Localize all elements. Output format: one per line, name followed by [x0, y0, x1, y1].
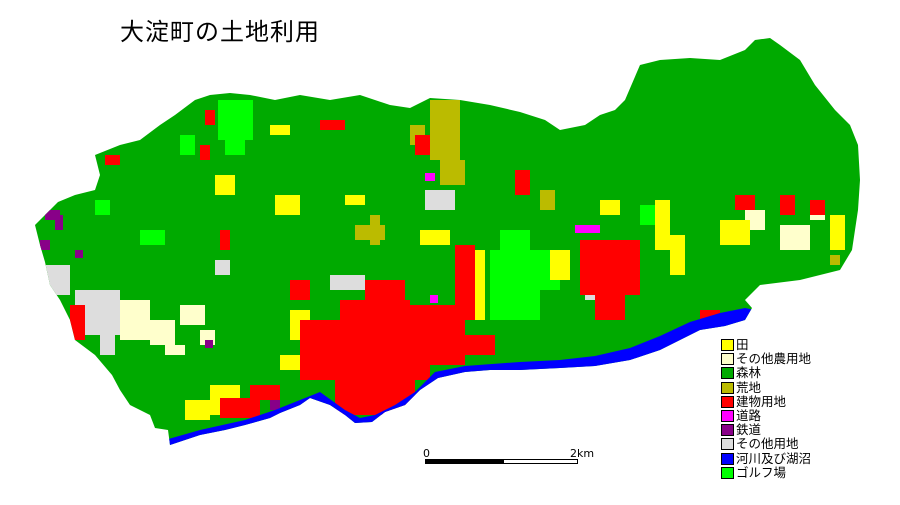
road-area: [425, 173, 600, 303]
legend-swatch: [721, 452, 734, 465]
legend-swatch: [721, 339, 734, 352]
railway-area: [40, 210, 280, 410]
legend-label: 荒地: [736, 379, 762, 395]
legend-label: その他農用地: [736, 351, 812, 367]
legend-swatch: [721, 424, 734, 437]
legend-swatch: [721, 466, 734, 479]
legend-label: 道路: [736, 408, 762, 424]
legend-label: その他用地: [736, 436, 799, 452]
legend-item-railway: 鉄道: [721, 423, 896, 437]
scale-bar-black-segment: [425, 459, 503, 464]
legend-swatch: [721, 438, 734, 451]
legend-swatch: [721, 381, 734, 394]
legend-item-golf: ゴルフ場: [721, 464, 896, 480]
legend-item-forest: 森林: [721, 366, 896, 380]
map-legend: 田 その他農用地 森林 荒地 建物用地 道路 鉄道 その他用地 河川及び湖沼 ゴ…: [721, 338, 896, 480]
legend-swatch: [721, 395, 734, 408]
legend-item-water: 河川及び湖沼: [721, 450, 896, 466]
legend-label: 鉄道: [736, 422, 762, 438]
legend-label: 建物用地: [736, 393, 787, 409]
legend-item-other-farmland: その他農用地: [721, 352, 896, 366]
legend-swatch: [721, 353, 734, 366]
legend-label: 田: [736, 337, 749, 353]
legend-label: ゴルフ場: [736, 464, 787, 480]
golf-course-area: [95, 100, 670, 320]
legend-item-paddy: 田: [721, 338, 896, 352]
scale-bar: 0 2km: [420, 447, 594, 471]
legend-swatch: [721, 367, 734, 380]
waste-land-area: [355, 100, 840, 265]
scale-bar-white-segment: [503, 459, 578, 464]
building-land-area: [70, 110, 825, 418]
legend-item-other-land: その他用地: [721, 437, 896, 451]
legend-swatch: [721, 410, 734, 423]
scale-end-label: 2km: [570, 447, 595, 460]
legend-label: 河川及び湖沼: [736, 450, 812, 466]
map-title: 大淀町の土地利用: [120, 18, 320, 46]
scale-start-label: 0: [423, 447, 430, 460]
legend-item-road: 道路: [721, 409, 896, 423]
legend-label: 森林: [736, 365, 762, 381]
legend-item-waste-land: 荒地: [721, 379, 896, 395]
legend-item-building-land: 建物用地: [721, 393, 896, 409]
